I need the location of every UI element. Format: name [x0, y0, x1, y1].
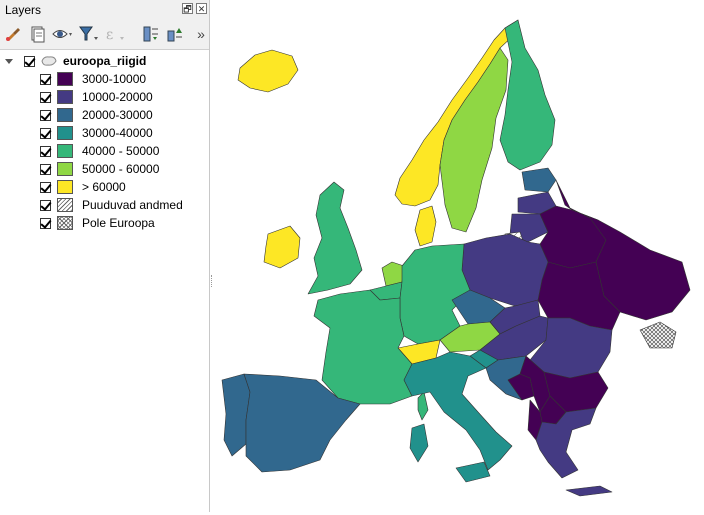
- legend-item-checkbox[interactable]: [40, 91, 51, 103]
- close-panel-button[interactable]: ✕: [196, 3, 207, 14]
- legend-swatch: [57, 108, 73, 122]
- legend-label: Puuduvad andmed: [82, 198, 183, 212]
- layers-toolbar: ε »: [0, 21, 210, 47]
- document-stack-icon: [31, 26, 45, 43]
- more-tools-button[interactable]: »: [197, 26, 205, 42]
- legend-swatch: [57, 198, 73, 212]
- style-manager-button[interactable]: [2, 23, 24, 45]
- legend-swatch: [57, 126, 73, 140]
- legend-swatch: [57, 72, 73, 86]
- map-country-sweden[interactable]: [439, 47, 509, 233]
- legend-item[interactable]: 50000 - 60000: [40, 160, 159, 178]
- legend-item[interactable]: 20000-30000: [40, 106, 153, 124]
- map-country-greece[interactable]: [535, 407, 597, 479]
- svg-text:ε: ε: [106, 27, 113, 43]
- legend-item-checkbox[interactable]: [40, 163, 51, 175]
- add-group-button[interactable]: [26, 23, 48, 45]
- legend-label: Pole Euroopa: [82, 216, 155, 230]
- polygon-layer-icon: [41, 56, 57, 66]
- map-island-sardinia[interactable]: [409, 423, 429, 463]
- panel-titlebar: Layers 🗗 ✕: [0, 0, 210, 20]
- map-country-italy[interactable]: [403, 351, 513, 471]
- filter-legend-button[interactable]: [78, 23, 100, 45]
- legend-label: 20000-30000: [82, 108, 153, 122]
- legend-item-checkbox[interactable]: [40, 127, 51, 139]
- map-country-belarus[interactable]: [539, 205, 607, 269]
- expand-all-button[interactable]: [140, 23, 162, 45]
- map-country-finland[interactable]: [499, 19, 556, 171]
- filter-expression-button[interactable]: ε: [104, 23, 126, 45]
- legend-label: > 60000: [82, 180, 126, 194]
- map-country-united-kingdom[interactable]: [307, 181, 363, 295]
- legend-item[interactable]: > 60000: [40, 178, 126, 196]
- legend-label: 10000-20000: [82, 90, 153, 104]
- legend-item-checkbox[interactable]: [40, 73, 51, 85]
- map-country-ireland[interactable]: [263, 225, 301, 269]
- map-country-spain[interactable]: [243, 373, 361, 473]
- layer-row[interactable]: euroopa_riigid: [4, 52, 146, 70]
- collapse-all-icon: [167, 28, 182, 42]
- layer-name: euroopa_riigid: [63, 54, 147, 68]
- epsilon-icon: ε: [106, 27, 124, 43]
- map-country-france[interactable]: [313, 289, 413, 405]
- legend-swatch: [57, 90, 73, 104]
- float-panel-button[interactable]: 🗗: [182, 3, 193, 14]
- legend-item[interactable]: 10000-20000: [40, 88, 153, 106]
- legend-label: 40000 - 50000: [82, 144, 160, 158]
- map-country-turkey[interactable]: [639, 321, 677, 349]
- map-island-crete[interactable]: [565, 485, 613, 497]
- legend-swatch: [57, 162, 73, 176]
- legend-swatch: [57, 180, 73, 194]
- eye-icon: [52, 30, 72, 38]
- legend-item-checkbox[interactable]: [40, 181, 51, 193]
- legend-item[interactable]: Puuduvad andmed: [40, 196, 183, 214]
- panel-splitter-handle[interactable]: [211, 275, 214, 287]
- legend-item-checkbox[interactable]: [40, 109, 51, 121]
- legend-label: 3000-10000: [82, 72, 147, 86]
- visibility-button[interactable]: [52, 23, 74, 45]
- legend-item[interactable]: 30000-40000: [40, 124, 153, 142]
- legend-swatch: [57, 216, 73, 230]
- legend-item-checkbox[interactable]: [40, 145, 51, 157]
- legend-swatch: [57, 144, 73, 158]
- funnel-icon: [79, 26, 98, 41]
- map-canvas[interactable]: [214, 0, 704, 512]
- map-country-estonia[interactable]: [521, 167, 557, 193]
- map-island-corsica[interactable]: [417, 391, 429, 421]
- legend-item-checkbox[interactable]: [40, 217, 51, 229]
- map-country-russia[interactable]: [555, 179, 691, 321]
- legend-item[interactable]: 3000-10000: [40, 70, 146, 88]
- panel-title: Layers: [5, 3, 42, 17]
- map-country-denmark[interactable]: [414, 205, 437, 247]
- expand-all-icon: [143, 26, 158, 42]
- legend-item[interactable]: Pole Euroopa: [40, 214, 155, 232]
- layers-panel: Layers 🗗 ✕: [0, 0, 210, 513]
- layer-tree: euroopa_riigid 3000-10000 10000-20000 2000…: [0, 49, 209, 513]
- collapse-arrow-icon[interactable]: [4, 56, 14, 66]
- legend-item[interactable]: 40000 - 50000: [40, 142, 159, 160]
- legend-item-checkbox[interactable]: [40, 199, 51, 211]
- paintbrush-icon: [6, 28, 20, 41]
- map-country-iceland[interactable]: [237, 49, 299, 93]
- legend-label: 30000-40000: [82, 126, 153, 140]
- collapse-all-button[interactable]: [164, 23, 186, 45]
- map-island-sicily[interactable]: [455, 461, 491, 483]
- legend-label: 50000 - 60000: [82, 162, 160, 176]
- layer-visibility-checkbox[interactable]: [24, 55, 35, 67]
